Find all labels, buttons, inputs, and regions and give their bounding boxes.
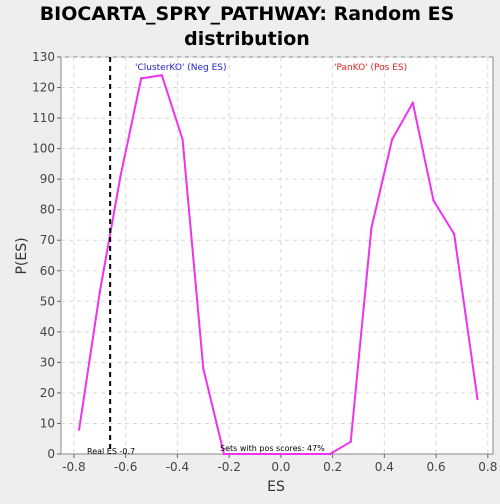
y-tick-label: 0 xyxy=(47,447,55,461)
data-point xyxy=(160,74,164,77)
x-tick-label: 0.4 xyxy=(375,460,394,474)
chart-title-line-2: distribution xyxy=(184,28,310,50)
y-tick-label: 30 xyxy=(40,355,55,369)
data-point xyxy=(370,226,373,230)
data-point xyxy=(452,232,456,236)
series-line xyxy=(78,74,479,455)
x-tick-label: 0.6 xyxy=(427,460,446,474)
data-point xyxy=(476,397,479,401)
data-point xyxy=(432,199,435,202)
x-tick-label: 0.0 xyxy=(271,460,290,474)
data-point xyxy=(77,428,81,431)
x-tick-label: -0.6 xyxy=(114,460,137,474)
y-tick-label: 120 xyxy=(32,81,55,95)
x-tick-label: -0.4 xyxy=(166,460,189,474)
neg-es-label: 'ClusterKO' (Neg ES) xyxy=(135,63,227,73)
data-point xyxy=(284,452,288,456)
x-axis-label: ES xyxy=(267,479,285,495)
y-tick-label: 60 xyxy=(40,264,55,278)
y-tick-label: 100 xyxy=(32,142,55,156)
x-tick-label: 0.2 xyxy=(323,460,342,474)
y-tick-label: 40 xyxy=(40,325,55,339)
y-tick-label: 50 xyxy=(40,294,55,308)
data-point xyxy=(139,77,143,80)
annotations: 'ClusterKO' (Neg ES) 'PanKO' (Pos ES) Real… xyxy=(87,57,407,456)
data-point xyxy=(349,440,352,443)
data-point xyxy=(222,452,226,456)
data-point xyxy=(390,138,394,141)
data-point xyxy=(305,452,308,456)
x-tick-label: 0.8 xyxy=(478,460,497,474)
axes: 0 10 20 30 40 50 60 70 80 90 100 110 120 130 -0.8 -0.6 -… xyxy=(32,50,497,474)
data-point xyxy=(202,367,205,370)
y-tick-label: 70 xyxy=(40,233,55,247)
y-tick-label: 20 xyxy=(40,386,55,400)
data-point xyxy=(328,452,332,456)
y-tick-label: 90 xyxy=(40,172,55,186)
y-tick-label: 10 xyxy=(40,416,55,430)
data-point xyxy=(411,101,415,105)
plot-area xyxy=(60,56,494,455)
series-layer xyxy=(77,74,479,456)
data-point xyxy=(243,452,246,456)
pos-es-label: 'PanKO' (Pos ES) xyxy=(334,63,407,73)
real-es-text: Real ES -0.7 xyxy=(87,447,135,456)
data-point xyxy=(98,290,102,294)
x-tick-label: -0.8 xyxy=(62,460,85,474)
y-tick-label: 130 xyxy=(32,50,55,64)
data-point xyxy=(264,452,267,456)
y-tick-label: 110 xyxy=(32,111,55,125)
data-point xyxy=(181,138,184,141)
y-axis-label: P(ES) xyxy=(14,237,30,274)
chart-title-line-1: BIOCARTA_SPRY_PATHWAY: Random ES xyxy=(40,3,455,25)
y-tick-label: 80 xyxy=(40,203,55,217)
pos-scores-text: Sets with pos scores: 47% xyxy=(220,444,325,453)
x-tick-label: -0.2 xyxy=(217,460,240,474)
data-point xyxy=(119,174,122,178)
